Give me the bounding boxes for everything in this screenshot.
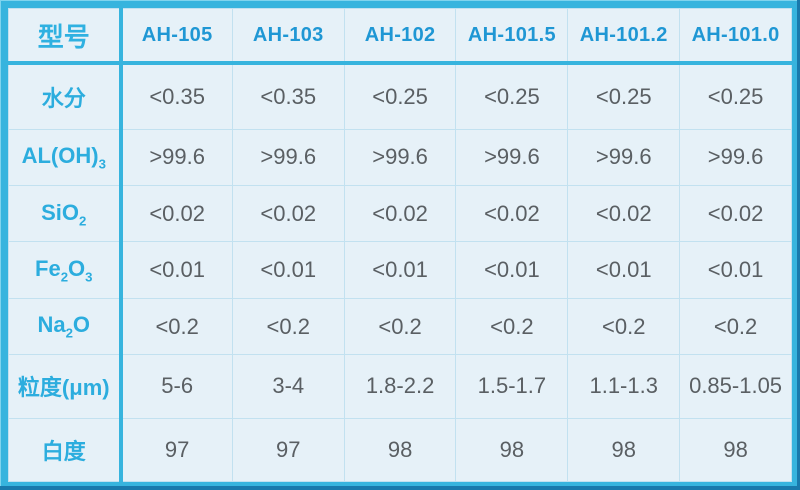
value-cell: <0.01	[343, 241, 457, 299]
value-cell: 98	[679, 417, 792, 483]
value-cell: <0.02	[343, 185, 457, 243]
value-cell: <0.25	[455, 62, 569, 130]
column-header-ah-101-0: AH-101.0	[679, 8, 792, 65]
value-cell: <0.25	[679, 62, 792, 130]
value-cell: <0.25	[567, 62, 681, 130]
value-cell: >99.6	[231, 128, 345, 187]
row-label-al-oh-3: AL(OH)3	[8, 128, 123, 187]
value-cell: >99.6	[120, 128, 233, 187]
value-cell: 97	[231, 417, 345, 483]
value-cell: 98	[567, 417, 681, 483]
value-cell: 5-6	[120, 354, 233, 419]
row-label-fe2o3: Fe2O3	[8, 241, 123, 299]
value-cell: <0.02	[679, 185, 792, 243]
value-cell: 97	[120, 417, 233, 483]
value-cell: 1.1-1.3	[567, 354, 681, 419]
value-cell: 98	[343, 417, 457, 483]
value-cell: <0.2	[679, 297, 792, 356]
value-cell: <0.01	[120, 241, 233, 299]
value-cell: <0.35	[120, 62, 233, 130]
table-row: 水分 <0.35 <0.35 <0.25 <0.25 <0.25 <0.25	[8, 62, 792, 130]
value-cell: <0.01	[455, 241, 569, 299]
table-row: 粒度(μm) 5-6 3-4 1.8-2.2 1.5-1.7 1.1-1.3 0.85-1.…	[8, 354, 792, 419]
column-header-ah-102: AH-102	[343, 8, 457, 65]
value-cell: <0.25	[343, 62, 457, 130]
value-cell: <0.02	[455, 185, 569, 243]
value-cell: >99.6	[679, 128, 792, 187]
value-cell: <0.35	[231, 62, 345, 130]
column-header-ah-103: AH-103	[231, 8, 345, 65]
header-row: 型号 AH-105 AH-103 AH-102 AH-101.5 AH-101.…	[8, 8, 792, 65]
value-cell: <0.2	[231, 297, 345, 356]
table-row: AL(OH)3 >99.6 >99.6 >99.6 >99.6 >99.6 >99.6	[8, 128, 792, 187]
value-cell: 0.85-1.05	[679, 354, 792, 419]
column-header-ah-105: AH-105	[120, 8, 233, 65]
row-label-whiteness: 白度	[8, 417, 123, 483]
table-row: 白度 97 97 98 98 98 98	[8, 417, 792, 483]
value-cell: <0.2	[120, 297, 233, 356]
corner-header-model: 型号	[8, 8, 123, 65]
product-spec-table: 型号 AH-105 AH-103 AH-102 AH-101.5 AH-101.…	[8, 8, 792, 483]
value-cell: 1.5-1.7	[455, 354, 569, 419]
table-row: Fe2O3 <0.01 <0.01 <0.01 <0.01 <0.01 <0.01	[8, 241, 792, 299]
value-cell: <0.01	[679, 241, 792, 299]
value-cell: <0.02	[120, 185, 233, 243]
value-cell: 1.8-2.2	[343, 354, 457, 419]
row-label-sio2: SiO2	[8, 185, 123, 243]
table-row: SiO2 <0.02 <0.02 <0.02 <0.02 <0.02 <0.02	[8, 185, 792, 243]
table-body: 水分 <0.35 <0.35 <0.25 <0.25 <0.25 <0.25 AL(OH)3 >…	[8, 62, 792, 483]
value-cell: <0.2	[455, 297, 569, 356]
column-header-ah-101-2: AH-101.2	[567, 8, 681, 65]
row-label-particle-size: 粒度(μm)	[8, 354, 123, 419]
table-row: Na2O <0.2 <0.2 <0.2 <0.2 <0.2 <0.2	[8, 297, 792, 356]
value-cell: 98	[455, 417, 569, 483]
value-cell: <0.2	[343, 297, 457, 356]
value-cell: <0.02	[567, 185, 681, 243]
row-label-moisture: 水分	[8, 62, 123, 130]
value-cell: <0.01	[231, 241, 345, 299]
row-label-na2o: Na2O	[8, 297, 123, 356]
value-cell: 3-4	[231, 354, 345, 419]
value-cell: >99.6	[343, 128, 457, 187]
value-cell: <0.01	[567, 241, 681, 299]
column-header-ah-101-5: AH-101.5	[455, 8, 569, 65]
value-cell: <0.2	[567, 297, 681, 356]
value-cell: >99.6	[567, 128, 681, 187]
value-cell: <0.02	[231, 185, 345, 243]
value-cell: >99.6	[455, 128, 569, 187]
